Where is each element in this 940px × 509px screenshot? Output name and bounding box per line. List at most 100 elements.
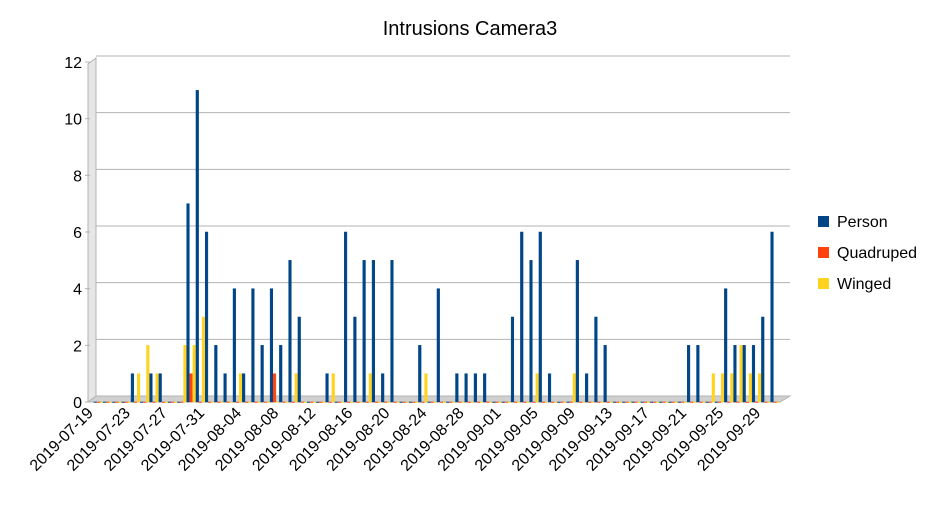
bar [433, 401, 437, 403]
bar [347, 401, 351, 403]
bar [535, 373, 539, 403]
bar [276, 401, 280, 403]
bar [381, 373, 385, 403]
bar [340, 401, 345, 403]
bar [353, 316, 357, 403]
bar [628, 401, 632, 403]
bar [106, 401, 110, 403]
bar [288, 260, 292, 403]
bar [109, 401, 113, 403]
bar [649, 401, 654, 403]
bar [378, 401, 382, 403]
bar [427, 401, 431, 403]
y-tick-label: 12 [64, 55, 82, 72]
legend-label: Winged [837, 276, 891, 293]
bar [656, 401, 660, 403]
bar [96, 401, 100, 403]
bar [310, 401, 314, 403]
bar [489, 401, 493, 403]
bar [186, 203, 190, 403]
legend-label: Person [837, 214, 888, 231]
bar [634, 401, 638, 403]
bar [637, 401, 641, 403]
bar [687, 345, 691, 403]
bar [517, 401, 521, 403]
bar [742, 345, 746, 403]
bar [257, 401, 261, 403]
y-tick-label: 2 [73, 338, 82, 355]
bar [232, 288, 236, 403]
bar [690, 401, 694, 403]
bar [285, 401, 289, 403]
bar [93, 401, 97, 403]
bar [653, 401, 657, 403]
bar [177, 401, 181, 403]
bar [591, 401, 595, 403]
bar [297, 316, 301, 403]
bar [767, 401, 771, 403]
bar [446, 401, 450, 403]
bar [99, 401, 104, 403]
bar [161, 401, 165, 403]
bar [356, 401, 360, 403]
bar [467, 401, 471, 403]
bar [226, 401, 230, 403]
bar [523, 401, 527, 403]
bar [112, 401, 116, 403]
bar [541, 401, 545, 403]
bar [331, 373, 335, 403]
bar [609, 401, 613, 403]
bar [279, 345, 283, 403]
bar [662, 401, 666, 403]
bar [640, 401, 644, 403]
bar [603, 345, 607, 403]
bar [174, 401, 178, 403]
bar [480, 401, 484, 403]
bar [483, 373, 487, 403]
bar [266, 401, 270, 403]
bar [254, 401, 258, 403]
bar [452, 401, 456, 403]
bar [436, 288, 440, 403]
bar [643, 401, 647, 403]
bar [612, 401, 616, 403]
bar [563, 401, 567, 403]
bar [245, 401, 249, 403]
bar [171, 401, 175, 403]
bar [408, 401, 413, 403]
bar [300, 401, 304, 403]
bar [365, 401, 369, 403]
bar [238, 373, 243, 403]
bar [189, 373, 193, 403]
bar [405, 401, 409, 403]
bar [140, 401, 144, 403]
bar [449, 401, 453, 403]
bar [622, 401, 626, 403]
bar [269, 288, 274, 403]
bar [198, 401, 202, 403]
bar [158, 373, 162, 403]
bar [387, 401, 391, 403]
bar [415, 401, 419, 403]
bar [597, 401, 601, 403]
bar [581, 401, 586, 403]
bar [146, 345, 150, 403]
bar [708, 401, 712, 403]
bar [201, 316, 206, 403]
bar [143, 401, 147, 403]
y-tick-label: 8 [73, 168, 82, 185]
bar [350, 401, 354, 403]
y-tick-label: 4 [73, 282, 82, 299]
bar [717, 401, 722, 403]
bar [115, 401, 119, 403]
bar [727, 401, 731, 403]
bar [578, 401, 583, 403]
bar [498, 401, 502, 403]
bar [368, 373, 372, 403]
bar [619, 401, 623, 403]
bar [501, 401, 505, 403]
bar [520, 231, 524, 403]
bar [529, 260, 533, 403]
bar [544, 401, 549, 403]
bar [625, 401, 629, 403]
